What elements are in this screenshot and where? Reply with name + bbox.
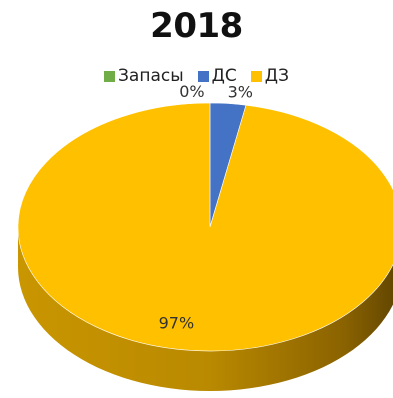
legend-swatch-dz	[250, 70, 262, 82]
pie-slice-2	[17, 102, 393, 352]
pie-side-wall	[18, 227, 393, 391]
legend-label-zapasy: Запасы	[118, 66, 184, 86]
legend-item-ds: ДС	[197, 66, 237, 86]
legend-item-zapasy: Запасы	[104, 66, 184, 86]
legend-label-dz: ДЗ	[264, 66, 289, 86]
legend-swatch-zapasy	[104, 70, 116, 82]
legend: Запасы ДС ДЗ	[0, 66, 393, 86]
legend-item-dz: ДЗ	[250, 66, 289, 86]
data-label-0: 0%	[179, 82, 204, 101]
data-label-2: 97%	[159, 314, 195, 333]
data-label-1: 3%	[228, 83, 253, 102]
legend-swatch-ds	[197, 70, 209, 82]
chart-title: 2018	[150, 6, 243, 46]
legend-label-ds: ДС	[211, 66, 237, 86]
